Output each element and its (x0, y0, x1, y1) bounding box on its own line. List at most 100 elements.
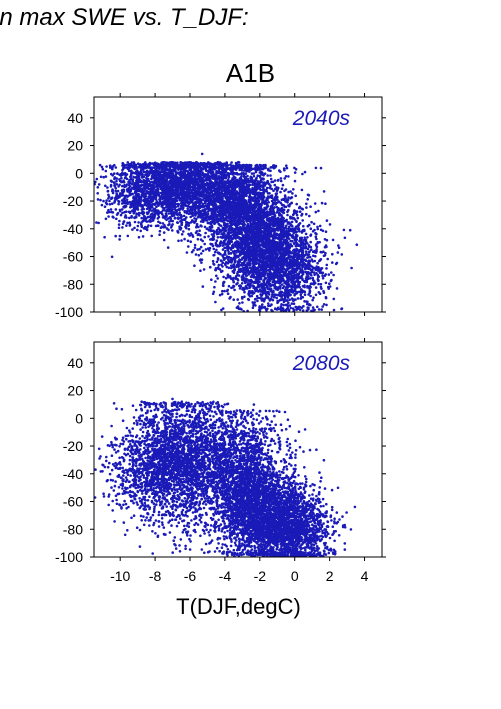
data-point (181, 194, 185, 197)
data-point (198, 202, 201, 205)
data-point (253, 181, 257, 184)
data-point (236, 298, 239, 301)
data-point (199, 224, 202, 227)
data-point (96, 198, 100, 201)
data-point (243, 295, 246, 299)
data-point (195, 200, 199, 203)
data-point (193, 197, 196, 200)
data-point (242, 173, 246, 177)
data-point (233, 188, 237, 192)
data-point (99, 198, 102, 202)
data-point (170, 188, 174, 191)
data-point (229, 168, 232, 172)
data-point (189, 240, 192, 243)
data-point (197, 254, 201, 257)
data-point (209, 197, 213, 201)
data-point (115, 217, 118, 221)
data-point (232, 200, 236, 203)
data-point (221, 307, 225, 310)
data-point (189, 162, 192, 166)
data-point (266, 205, 270, 208)
data-point (294, 168, 298, 171)
data-point (185, 223, 188, 226)
data-point (188, 197, 192, 201)
data-point (208, 163, 212, 167)
data-point (182, 198, 185, 202)
data-point (198, 247, 201, 251)
data-point (205, 192, 208, 195)
data-point (283, 168, 286, 172)
data-point (221, 209, 224, 213)
data-point (192, 205, 196, 209)
data-point (195, 206, 198, 210)
data-point (248, 163, 251, 167)
data-point (240, 186, 243, 189)
data-point (214, 203, 217, 206)
data-point (162, 238, 166, 242)
data-point (279, 177, 283, 180)
data-point (193, 221, 196, 224)
data-point (186, 165, 189, 169)
data-point (180, 205, 184, 209)
data-point (162, 166, 165, 169)
data-point (281, 183, 285, 187)
data-point (212, 263, 216, 266)
data-point (189, 221, 193, 224)
data-point (305, 206, 308, 209)
data-point (184, 204, 187, 207)
data-point (200, 252, 203, 255)
data-point (270, 187, 274, 191)
data-point (262, 188, 266, 191)
data-point (213, 177, 216, 181)
data-point (246, 191, 249, 195)
data-point (234, 182, 237, 185)
data-point (224, 180, 228, 184)
data-point (231, 197, 235, 200)
data-point (213, 162, 217, 165)
data-point (252, 174, 256, 178)
data-point (208, 186, 211, 189)
data-point (251, 197, 254, 200)
data-point (199, 168, 203, 172)
data-point (171, 181, 175, 184)
data-point (189, 191, 193, 195)
data-point (191, 164, 194, 167)
data-point (160, 161, 163, 164)
data-point (224, 210, 227, 214)
data-point (292, 188, 295, 191)
data-point (251, 183, 254, 187)
data-point (106, 211, 109, 214)
data-point (189, 206, 193, 209)
data-point (267, 169, 271, 172)
data-point (215, 239, 219, 242)
data-point (211, 194, 214, 198)
data-point (285, 164, 288, 167)
data-point (207, 171, 210, 174)
data-point (185, 216, 188, 219)
data-point (182, 173, 185, 177)
data-point (194, 190, 197, 193)
data-point (283, 194, 287, 197)
data-point (270, 199, 274, 203)
data-point (133, 220, 137, 224)
data-point (221, 248, 225, 251)
data-point (182, 214, 186, 218)
data-point (259, 176, 262, 179)
data-point (162, 231, 166, 234)
data-point (196, 187, 200, 191)
data-point (185, 163, 189, 167)
data-point (265, 186, 269, 190)
data-point (234, 179, 237, 183)
data-point (198, 206, 201, 210)
data-point (167, 176, 170, 179)
data-point (106, 190, 110, 193)
data-point (137, 211, 141, 215)
data-point (201, 285, 205, 288)
data-point (177, 239, 180, 243)
data-point (118, 238, 121, 241)
data-point (274, 165, 277, 169)
data-point (194, 168, 198, 172)
data-point (114, 208, 118, 211)
data-point (232, 175, 236, 178)
data-point (178, 226, 182, 230)
